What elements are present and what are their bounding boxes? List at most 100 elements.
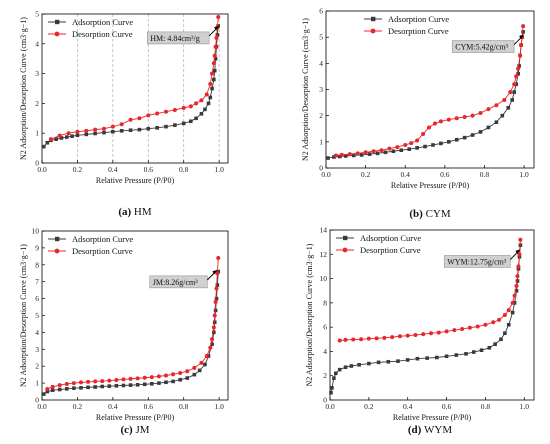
y-tick-label: 3 <box>35 345 39 354</box>
data-point <box>171 379 175 384</box>
panel-caption: (b) CYM <box>409 208 450 220</box>
data-point <box>216 256 221 261</box>
legend-entry: Adsorption Curve <box>364 14 449 24</box>
data-point <box>210 337 215 342</box>
data-point <box>447 140 451 144</box>
data-point <box>405 333 410 338</box>
data-point <box>212 68 217 73</box>
data-point <box>208 345 213 350</box>
data-point <box>397 334 402 339</box>
data-point <box>215 271 220 276</box>
data-point <box>379 148 384 153</box>
data-point <box>210 86 214 91</box>
data-point <box>65 135 69 139</box>
annotation-box <box>146 31 210 45</box>
data-point <box>512 293 517 298</box>
data-point <box>156 374 161 379</box>
data-point <box>181 121 186 126</box>
data-point <box>135 382 140 387</box>
y-axis-label: N2 Adsorption/Desorption Curve (cm3·g−1) <box>301 18 310 161</box>
data-point <box>50 388 55 392</box>
data-point <box>494 103 499 108</box>
data-point <box>387 146 392 151</box>
data-point <box>137 127 142 132</box>
data-point <box>214 296 219 301</box>
data-point <box>438 119 443 124</box>
y-axis-label: N2 Adsorption/Desorption Curve (cm3·g−1) <box>305 243 314 386</box>
y-tick-label: 6 <box>35 294 39 303</box>
data-point <box>59 136 64 140</box>
annotation-text: WYM:12.75g/cm³ <box>447 257 507 266</box>
data-point <box>407 147 411 151</box>
data-point <box>41 392 46 396</box>
data-point <box>185 376 190 380</box>
data-point <box>119 129 124 133</box>
data-point <box>421 131 426 136</box>
data-point <box>93 385 97 389</box>
data-point <box>510 310 515 315</box>
data-point <box>483 322 488 327</box>
data-point <box>454 353 459 357</box>
data-point <box>517 252 522 257</box>
x-tick-label: 0.0 <box>321 170 331 179</box>
data-point <box>128 383 133 387</box>
plot-frame <box>41 13 229 164</box>
data-point <box>432 121 437 126</box>
data-point <box>395 145 400 150</box>
data-point <box>415 138 420 143</box>
legend-marker <box>55 19 60 25</box>
data-point <box>429 331 434 336</box>
legend-entry: Desorption Curve <box>48 29 133 39</box>
data-point <box>471 350 476 354</box>
data-point <box>93 127 98 132</box>
data-point <box>114 378 119 383</box>
legend-marker <box>55 236 60 242</box>
data-point <box>470 113 475 118</box>
legend-label: Desorption Curve <box>72 246 133 256</box>
x-tick-label: 0.0 <box>37 402 47 411</box>
data-point <box>334 371 338 376</box>
y-tick-label: 8 <box>35 260 39 269</box>
data-point <box>149 375 154 380</box>
data-point <box>444 354 449 359</box>
data-point <box>137 116 142 121</box>
legend-label: Desorption Curve <box>388 26 449 36</box>
data-point <box>516 66 521 71</box>
data-point <box>506 322 511 327</box>
series-adsorption <box>41 24 221 149</box>
legend-label: Adsorption Curve <box>72 234 133 244</box>
data-point <box>357 362 361 367</box>
data-point <box>128 128 133 133</box>
data-point <box>462 114 467 119</box>
data-point <box>355 151 360 156</box>
data-point <box>212 330 216 335</box>
y-tick-label: 2 <box>35 362 39 371</box>
data-point <box>79 386 83 390</box>
data-point <box>359 337 364 342</box>
data-point <box>50 384 55 389</box>
legend-label: Adsorption Curve <box>388 14 449 24</box>
data-point <box>333 153 338 158</box>
annotation: JM:8.26g/cm³ <box>149 269 218 289</box>
data-point <box>464 352 468 356</box>
y-tick-label: 1 <box>319 137 323 146</box>
data-point <box>332 155 336 159</box>
data-point <box>512 82 517 87</box>
data-point <box>339 152 344 157</box>
data-point <box>514 288 519 293</box>
data-point <box>332 376 336 380</box>
data-point <box>519 43 524 48</box>
data-point <box>515 274 520 279</box>
annotation-text: CYM:5.42g/cm³ <box>455 43 508 52</box>
data-point <box>386 359 391 364</box>
series-desorption <box>45 256 221 392</box>
data-point <box>212 313 217 318</box>
data-point <box>383 150 388 155</box>
data-point <box>72 386 76 390</box>
annotation-box <box>149 275 208 289</box>
data-point <box>204 92 209 97</box>
data-point <box>41 144 46 149</box>
data-point <box>64 381 69 386</box>
data-point <box>347 152 352 157</box>
data-point <box>396 359 400 363</box>
